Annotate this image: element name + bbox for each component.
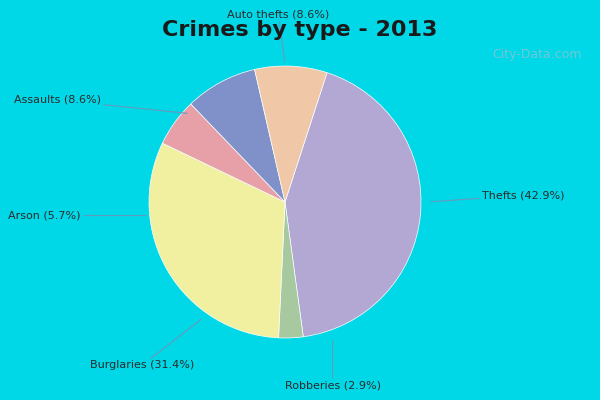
Text: Crimes by type - 2013: Crimes by type - 2013 [163, 20, 437, 40]
Wedge shape [149, 143, 285, 338]
Text: City-Data.com: City-Data.com [492, 48, 581, 61]
Text: Burglaries (31.4%): Burglaries (31.4%) [90, 319, 201, 370]
Wedge shape [163, 104, 285, 202]
Text: Assaults (8.6%): Assaults (8.6%) [14, 95, 187, 113]
Wedge shape [191, 70, 285, 202]
Text: Thefts (42.9%): Thefts (42.9%) [431, 190, 565, 202]
Wedge shape [254, 66, 327, 202]
Text: Arson (5.7%): Arson (5.7%) [8, 210, 146, 221]
Text: Auto thefts (8.6%): Auto thefts (8.6%) [227, 9, 329, 60]
Wedge shape [285, 73, 421, 337]
Wedge shape [278, 202, 303, 338]
Text: Robberies (2.9%): Robberies (2.9%) [284, 341, 380, 390]
